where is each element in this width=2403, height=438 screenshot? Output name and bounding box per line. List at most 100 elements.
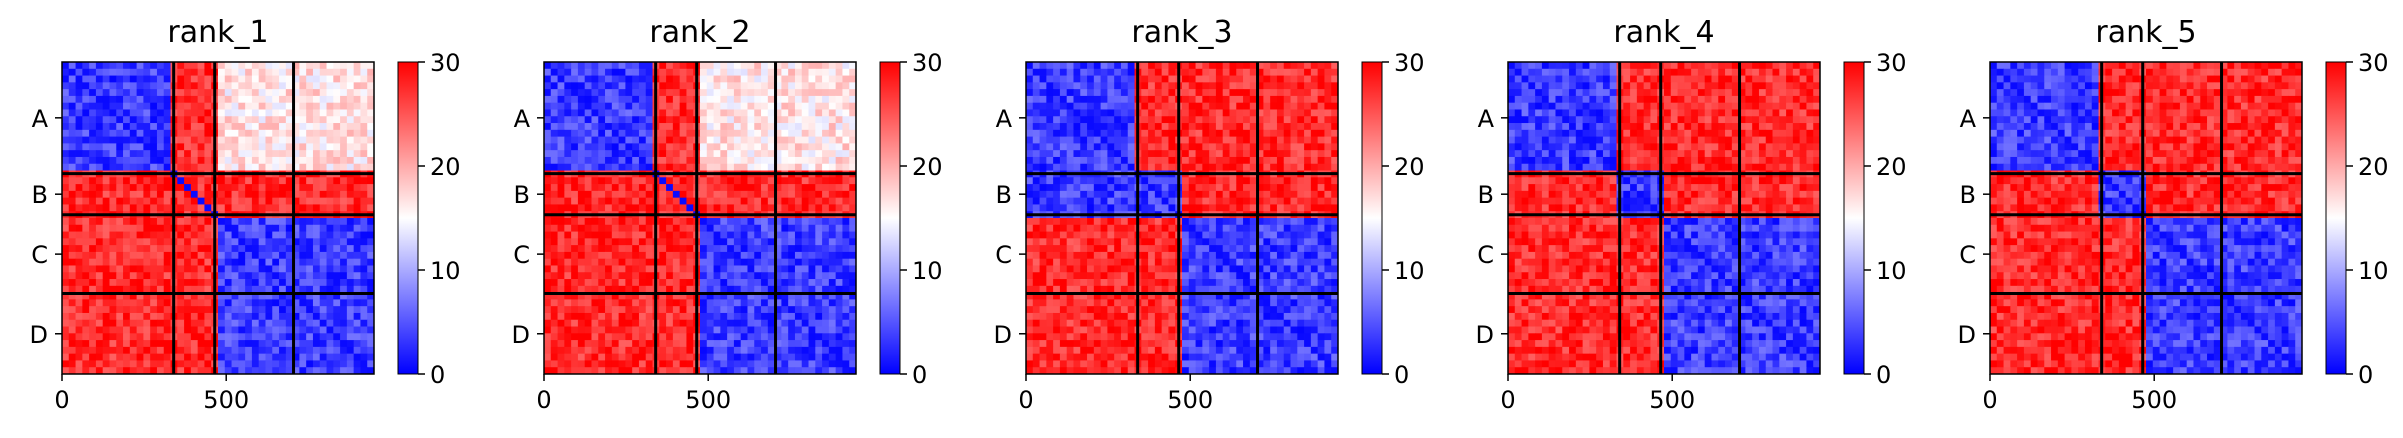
heatmap-cell [156,150,165,158]
heatmap-cell [1046,136,1054,144]
heatmap-cell [564,346,572,355]
heatmap-cell [62,109,70,117]
heatmap-cell [794,177,803,185]
heatmap-cell [713,367,721,375]
heatmap-cell [842,129,850,138]
heatmap-cell [150,245,158,253]
heatmap-cell [95,231,104,239]
heatmap-cell [1331,109,1339,117]
heatmap-cell [258,82,266,90]
heatmap-cell [102,156,110,165]
heatmap-cell [1087,109,1095,117]
heatmap-cell [306,123,314,131]
heatmap-cell [733,184,742,192]
heatmap-cell [184,265,192,273]
heatmap-cell [197,68,205,76]
heatmap-cell [1215,129,1224,138]
heatmap-cell [312,238,321,246]
heatmap-cell [150,279,158,287]
heatmap-cell [1209,116,1217,124]
heatmap-cell [1046,143,1054,151]
heatmap-cell [679,204,687,212]
heatmap-cell [1195,68,1203,76]
heatmap-cell [1066,116,1074,124]
heatmap-cell [625,218,633,226]
heatmap-cell [638,204,647,212]
heatmap-cell [584,136,592,144]
heatmap-cell [849,177,857,185]
heatmap-cell [754,150,762,158]
heatmap-cell [638,163,647,171]
heatmap-cell [849,89,857,97]
heatmap-cell [197,102,205,110]
heatmap-cell [815,265,823,273]
heatmap-cell [1053,68,1061,76]
heatmap-cell [584,184,592,192]
heatmap-cell [835,306,843,314]
heatmap-cell [611,292,620,300]
heatmap-cell [1059,102,1068,110]
heatmap-cell [238,306,246,314]
heatmap-cell [312,62,321,70]
heatmap-cell [346,136,355,144]
heatmap-cell [1310,95,1319,104]
heatmap-cell [353,265,361,273]
heatmap-cell [727,326,735,334]
heatmap-cell [123,95,131,104]
heatmap-cell [1283,129,1291,138]
heatmap-cell [679,231,687,239]
heatmap-cell [700,62,708,70]
heatmap-cell [720,346,728,355]
heatmap-cell [156,62,165,70]
heatmap-cell [231,89,239,97]
heatmap-cell [204,367,212,375]
heatmap-cell [123,231,131,239]
colorbar-tick-label: 0 [912,361,927,389]
heatmap-cell [1168,136,1176,144]
heatmap-cell [279,326,287,334]
heatmap-cell [761,285,769,294]
heatmap-cell [353,258,361,266]
heatmap-cell [706,143,714,151]
heatmap-cell [197,62,205,70]
heatmap-cell [129,367,138,375]
heatmap-cell [285,95,294,104]
heatmap-cell [197,367,205,375]
heatmap-cell [299,285,307,294]
heatmap-cell [625,245,633,253]
heatmap-cell [733,204,742,212]
heatmap-cell [1039,156,1047,165]
heatmap-cell [218,116,226,124]
heatmap-cell [1032,109,1040,117]
heatmap-cell [238,68,246,76]
heatmap-cell [733,68,742,76]
heatmap-cell [1087,75,1095,83]
heatmap-cell [1026,116,1034,124]
heatmap-cell [638,340,647,348]
heatmap-cell [95,238,104,246]
heatmap-cell [801,319,809,327]
heatmap-cell [306,156,314,165]
heatmap-cell [197,129,205,138]
heatmap-cell [598,177,606,185]
heatmap-cell [109,224,117,232]
heatmap-cell [204,102,212,110]
heatmap-cell [1059,82,1068,90]
colorbar [397,61,419,375]
heatmap-cell [672,306,681,314]
heatmap-cell [319,353,327,361]
heatmap-cell [285,224,294,232]
heatmap-cell [258,156,266,165]
heatmap-cell [571,102,579,110]
heatmap-cell [598,143,606,151]
heatmap-cell [584,326,592,334]
heatmap-cell [774,346,782,355]
heatmap-cell [265,123,273,131]
heatmap-cell [285,279,294,287]
heatmap-cell [835,156,843,165]
heatmap-cell [190,224,199,232]
heatmap-cell [822,218,830,226]
heatmap-cell [1324,102,1332,110]
heatmap-cell [136,367,144,375]
heatmap-cell [815,245,823,253]
